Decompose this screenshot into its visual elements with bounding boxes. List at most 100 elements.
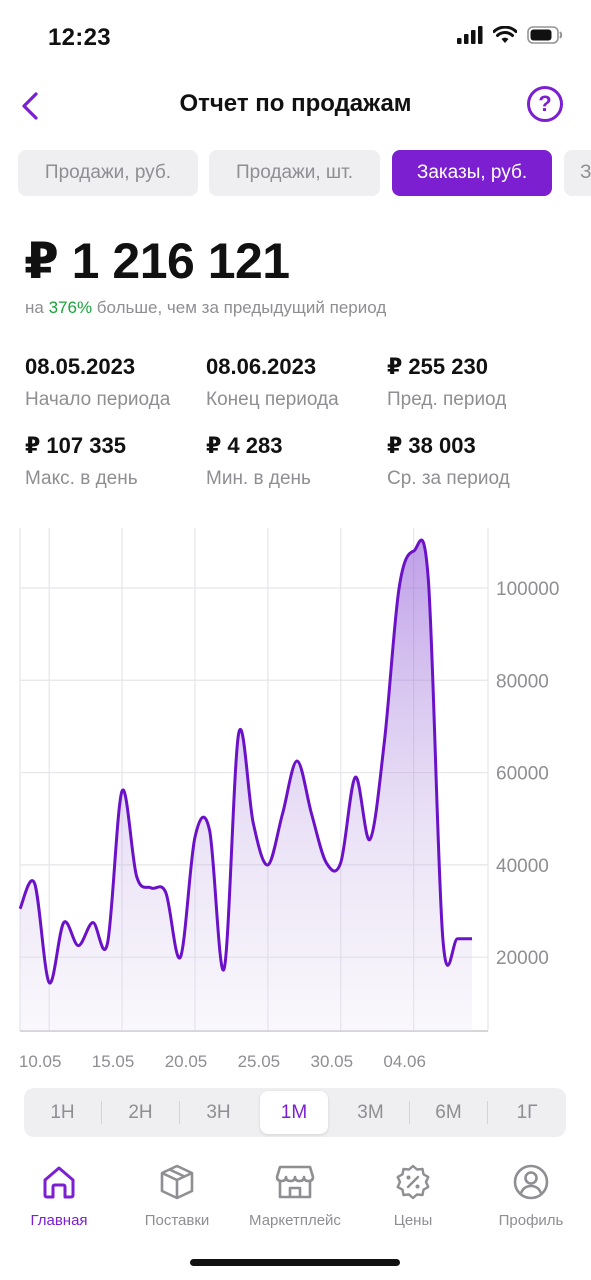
status-bar: 12:23 <box>0 0 591 72</box>
status-time: 12:23 <box>48 24 111 51</box>
chart-data-point <box>47 981 51 985</box>
header: Отчет по продажам ? <box>0 80 591 130</box>
chart-data-point <box>426 577 430 581</box>
nav-home[interactable]: Главная <box>4 1162 114 1229</box>
chart-data-point <box>397 586 401 590</box>
stat-max-day: ₽ 107 335 Макс. в день <box>25 433 205 490</box>
bottom-nav: Главная Поставки Маркетплейс <box>0 1150 591 1250</box>
help-button[interactable]: ? <box>527 86 563 122</box>
nav-supplies[interactable]: Поставки <box>122 1162 232 1229</box>
home-icon <box>39 1162 79 1202</box>
stat-value: ₽ 38 003 <box>387 433 476 458</box>
chart-data-point <box>18 907 22 911</box>
period-label: 3Н <box>206 1101 231 1123</box>
tab-label: Продажи, руб. <box>44 162 172 183</box>
chart-data-point <box>324 861 328 865</box>
nav-label: Маркетплейс <box>249 1212 341 1229</box>
chart-area-fill <box>20 540 472 1031</box>
tab-orders-rub[interactable]: Заказы, руб. <box>392 150 552 196</box>
stat-label: Начало периода <box>25 389 171 410</box>
period-label: 3М <box>357 1101 384 1123</box>
y-tick-label: 80000 <box>496 671 549 692</box>
chart-data-point <box>310 812 314 816</box>
chart-line-series <box>18 538 472 985</box>
tab-sales-qty[interactable]: Продажи, шт. <box>209 150 380 196</box>
stat-previous-period: ₽ 255 230 Пред. период <box>387 354 567 411</box>
tab-label: З <box>580 162 591 183</box>
compare-suffix: больше, чем за предыдущий период <box>96 298 387 317</box>
nav-label: Профиль <box>498 1212 564 1229</box>
tab-sales-rub[interactable]: Продажи, руб. <box>18 150 198 196</box>
period-label: 1Г <box>516 1101 538 1123</box>
chart-data-point <box>441 937 445 941</box>
period-divider <box>487 1101 488 1124</box>
y-tick-label: 60000 <box>496 764 549 785</box>
x-tick-label: 30.05 <box>311 1052 354 1070</box>
home-indicator <box>190 1259 400 1266</box>
profile-icon <box>511 1162 551 1202</box>
period-2w[interactable]: 2Н <box>102 1091 179 1134</box>
period-label: 1М <box>280 1101 308 1123</box>
period-1y[interactable]: 1Г <box>488 1091 566 1134</box>
period-divider <box>179 1101 180 1124</box>
metric-tabs: Продажи, руб. Продажи, шт. Заказы, руб. … <box>18 150 591 196</box>
period-label: 6М <box>435 1101 462 1123</box>
chart-data-point <box>76 944 80 948</box>
compare-percent: 376% <box>48 298 93 317</box>
discount-icon <box>393 1162 433 1202</box>
chart-data-point <box>339 861 343 865</box>
period-3m[interactable]: 3М <box>332 1091 409 1134</box>
chart-data-point <box>193 835 197 839</box>
tab-next[interactable]: З <box>564 150 591 196</box>
y-tick-label: 100000 <box>496 579 559 600</box>
nav-prices[interactable]: Цены <box>358 1162 468 1229</box>
chart-data-point <box>164 891 168 895</box>
nav-label: Главная <box>30 1212 88 1229</box>
chart-data-point <box>178 955 182 959</box>
chevron-left-icon <box>22 92 38 120</box>
nav-label: Поставки <box>144 1212 210 1229</box>
nav-label: Цены <box>393 1212 433 1229</box>
battery-icon <box>527 26 563 44</box>
wifi-icon <box>493 26 517 43</box>
period-label: 2Н <box>128 1101 153 1123</box>
period-divider <box>101 1101 102 1124</box>
chart-data-point <box>412 549 416 553</box>
period-1w[interactable]: 1Н <box>24 1091 101 1134</box>
nav-marketplace[interactable]: Маркетплейс <box>240 1162 350 1229</box>
y-tick-label: 20000 <box>496 948 549 969</box>
y-tick-label: 40000 <box>496 856 549 877</box>
status-icons <box>457 26 563 44</box>
stat-value: ₽ 4 283 <box>206 433 283 458</box>
orders-chart[interactable]: 20000 40000 60000 80000 100000 10.05 15.05 20.0… <box>0 520 591 1070</box>
period-6m[interactable]: 6М <box>410 1091 487 1134</box>
chart-data-point <box>33 881 37 885</box>
period-1m[interactable]: 1М <box>260 1091 328 1134</box>
period-3w[interactable]: 3Н <box>180 1091 257 1134</box>
chart-data-point <box>353 775 357 779</box>
stat-label: Макс. в день <box>25 468 138 489</box>
chart-data-point <box>91 921 95 925</box>
stat-label: Конец периода <box>206 389 339 410</box>
chart-data-point <box>470 937 474 941</box>
nav-profile[interactable]: Профиль <box>476 1162 586 1229</box>
chart-data-point <box>266 863 270 867</box>
tab-label: Продажи, шт. <box>235 162 354 183</box>
signal-icon <box>457 26 483 44</box>
chart-data-point <box>368 837 372 841</box>
store-icon <box>275 1162 315 1202</box>
comparison-text: на 376% больше, чем за предыдущий период <box>25 298 386 318</box>
back-button[interactable] <box>10 84 50 128</box>
chart-data-point <box>383 738 387 742</box>
chart-data-point <box>120 789 124 793</box>
stat-value: 08.06.2023 <box>206 354 317 379</box>
x-tick-label: 04.06 <box>383 1052 426 1070</box>
chart-data-point <box>295 759 299 763</box>
period-label: 1Н <box>50 1101 75 1123</box>
x-tick-label: 25.05 <box>238 1052 281 1070</box>
chart-data-point <box>105 941 109 945</box>
tab-label: Заказы, руб. <box>416 162 528 183</box>
chart-data-point <box>135 874 139 878</box>
x-tick-label: 15.05 <box>92 1052 135 1070</box>
chart-svg[interactable]: 20000 40000 60000 80000 100000 10.05 15.05 20.0… <box>0 520 591 1070</box>
